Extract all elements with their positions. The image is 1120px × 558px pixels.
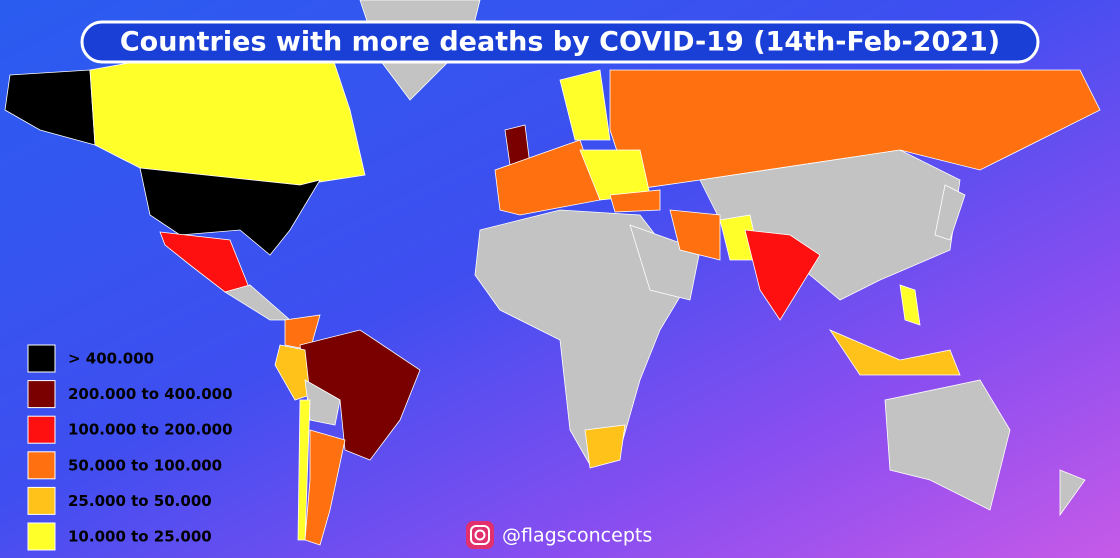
- legend-label: 25.000 to 50.000: [68, 492, 212, 510]
- legend-label: 10.000 to 25.000: [68, 528, 212, 546]
- new-zealand: [1059, 469, 1086, 517]
- scandinavia: [559, 69, 611, 141]
- usa: [139, 167, 321, 256]
- argentina: [304, 429, 346, 546]
- title: Countries with more deaths by COVID-19 (…: [120, 27, 1000, 58]
- peru: [274, 344, 311, 401]
- india: [744, 229, 821, 321]
- legend-swatch: [27, 380, 56, 409]
- legend-swatch: [27, 522, 56, 551]
- credit-text: @flagsconcepts: [502, 525, 652, 547]
- chile: [297, 399, 311, 541]
- instagram-icon-frame: [470, 525, 490, 545]
- philippines: [899, 284, 921, 326]
- western-europe: [494, 139, 601, 216]
- legend-swatch: [27, 486, 56, 515]
- credit: @flagsconcepts: [466, 521, 652, 549]
- australia: [884, 379, 1011, 511]
- legend-swatch: [27, 451, 56, 480]
- legend-swatch: [27, 344, 56, 373]
- iran: [669, 209, 721, 261]
- indonesia: [828, 329, 961, 376]
- japan: [934, 184, 966, 241]
- south-africa: [584, 424, 626, 469]
- legend-label: 200.000 to 400.000: [68, 385, 233, 403]
- world-map: [4, 0, 1101, 546]
- legend-swatch: [27, 415, 56, 444]
- legend-label: 100.000 to 200.000: [68, 421, 233, 439]
- instagram-icon-lens: [474, 529, 486, 541]
- title-banner: [80, 20, 1040, 64]
- legend-label: > 400.000: [68, 350, 154, 368]
- alaska: [4, 69, 96, 146]
- legend: > 400.000 200.000 to 400.000 100.000 to 20…: [27, 344, 233, 551]
- turkey: [609, 189, 661, 213]
- legend-label: 50.000 to 100.000: [68, 456, 222, 474]
